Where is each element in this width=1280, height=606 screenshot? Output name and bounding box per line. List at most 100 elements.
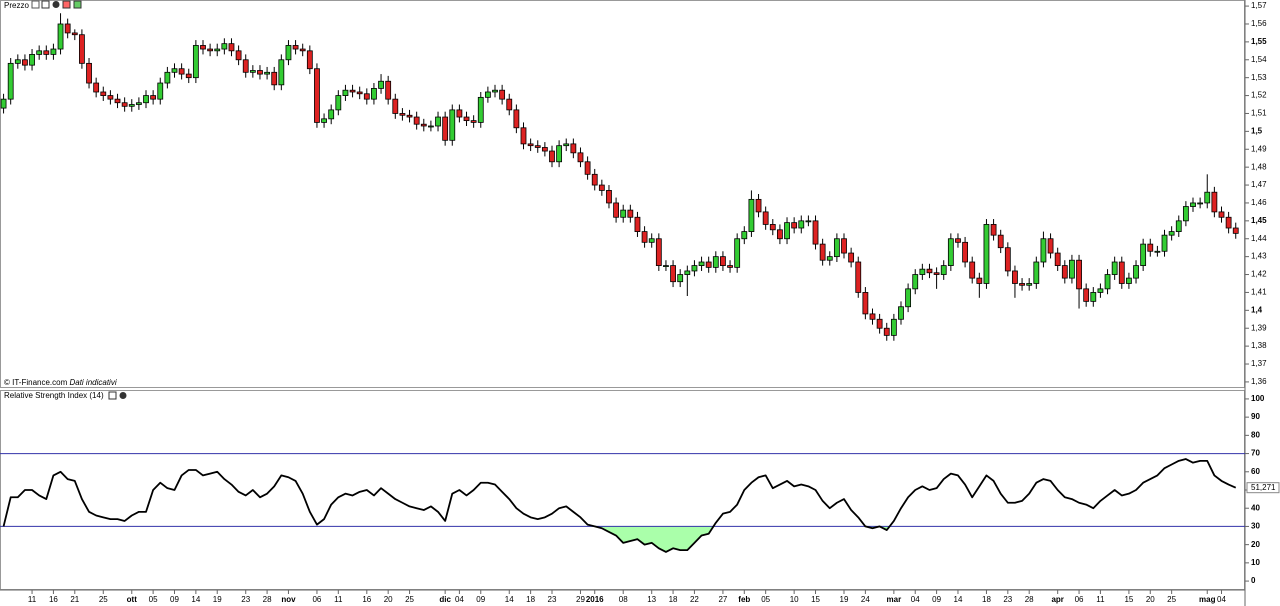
candle-body: [1182, 206, 1189, 222]
x-tick-label: 05: [761, 595, 770, 604]
candle-body: [314, 68, 320, 123]
candle-body: [912, 274, 919, 290]
candle-body: [264, 71, 270, 75]
candle-body: [556, 145, 563, 163]
candle-body: [712, 256, 719, 268]
candle-body: [520, 127, 527, 145]
candle-body: [791, 222, 798, 229]
candle-body: [484, 91, 491, 98]
candle-body: [392, 98, 399, 114]
candle-body: [1090, 292, 1097, 302]
candle-body: [940, 265, 947, 275]
candle-body: [919, 268, 926, 275]
x-tick-label: 10: [790, 595, 799, 604]
candle-body: [328, 109, 335, 120]
candle-body: [1054, 252, 1061, 266]
candle-body: [71, 32, 78, 36]
candle-body: [1154, 250, 1161, 253]
candle-body: [762, 211, 769, 225]
candle-body: [29, 54, 35, 66]
rsi-line: [2, 458, 1237, 553]
x-tick-label: 23: [548, 595, 557, 604]
candle-body: [36, 50, 43, 55]
x-tick-label: 14: [954, 595, 963, 604]
x-tick-label: 2016: [586, 595, 604, 604]
close-icon[interactable]: [52, 1, 60, 8]
candle-body: [1161, 234, 1168, 252]
x-tick-label: 18: [526, 595, 535, 604]
x-tick-label: 20: [384, 595, 393, 604]
candle-body: [727, 265, 733, 268]
remove-icon[interactable]: [62, 0, 71, 9]
x-tick-label: 20: [1146, 595, 1155, 604]
y-tick-label: 1,53: [1251, 73, 1267, 82]
x-tick-label: 04: [911, 595, 920, 604]
candle-body: [114, 98, 121, 104]
candle-body: [285, 45, 292, 61]
y-tick-label: 1,45: [1251, 216, 1267, 225]
candle-body: [456, 109, 463, 118]
candle-body: [477, 96, 484, 123]
candle-body: [577, 152, 584, 163]
candle-body: [107, 95, 114, 100]
x-tick-label: 06: [1075, 595, 1084, 604]
candle-body: [79, 34, 85, 64]
x-tick-label: 18: [982, 595, 991, 604]
candle-body: [93, 82, 100, 93]
candle-body: [435, 116, 441, 127]
candle-body: [1232, 227, 1239, 234]
y-tick-label: 40: [1251, 503, 1260, 512]
candle-body: [734, 238, 741, 268]
window-icon[interactable]: [41, 0, 50, 9]
window-icon[interactable]: [108, 391, 117, 400]
x-tick-label: 11: [1096, 595, 1105, 604]
x-tick-label: mar: [887, 595, 902, 604]
y-tick-label: 90: [1251, 412, 1260, 421]
candle-body: [1133, 265, 1139, 279]
add-icon[interactable]: [73, 0, 82, 9]
candle-body: [371, 88, 377, 100]
candle-body: [620, 209, 627, 218]
candle-body: [955, 238, 961, 243]
close-icon[interactable]: [119, 392, 127, 399]
candle-body: [1197, 202, 1204, 205]
candle-body: [470, 120, 477, 123]
candle-body: [869, 313, 876, 320]
y-tick-label: 1,41: [1251, 288, 1267, 297]
y-tick-label: 1,36: [1251, 377, 1267, 386]
x-tick-label: 14: [505, 595, 514, 604]
y-tick-label: 1,51: [1251, 109, 1267, 118]
candle-body: [1019, 283, 1025, 286]
candle-body: [962, 241, 968, 263]
candle-body: [1083, 288, 1090, 302]
x-tick-label: 22: [690, 595, 699, 604]
rsi-toolbar-icons[interactable]: [108, 391, 127, 400]
candle-body: [541, 147, 548, 152]
toolbar-icons[interactable]: [31, 0, 82, 9]
tool-icon[interactable]: [31, 0, 40, 9]
candle-body: [591, 173, 598, 186]
x-tick-label: 16: [362, 595, 371, 604]
candle-body: [442, 116, 449, 141]
candle-body: [1111, 261, 1118, 275]
candle-body: [235, 50, 242, 61]
candle-body: [1126, 277, 1132, 284]
candle-body: [606, 190, 612, 204]
candle-body: [720, 256, 726, 266]
candle-body: [990, 224, 997, 236]
candle-body: [513, 109, 520, 129]
candle-body: [1175, 220, 1182, 232]
y-tick-label: 1,46: [1251, 198, 1267, 207]
candle-body: [527, 143, 534, 147]
x-tick-label: 28: [263, 595, 272, 604]
candle-body: [43, 50, 50, 55]
x-tick-label: 13: [647, 595, 656, 604]
candle-body: [1218, 211, 1225, 218]
y-tick-label: 1,44: [1251, 234, 1267, 243]
x-tick-label: 25: [405, 595, 414, 604]
candle-body: [292, 45, 299, 50]
candle-body: [420, 123, 427, 127]
x-tick-label: 14: [191, 595, 200, 604]
x-tick-label: 28: [1025, 595, 1034, 604]
x-tick-label: ott: [127, 595, 138, 604]
